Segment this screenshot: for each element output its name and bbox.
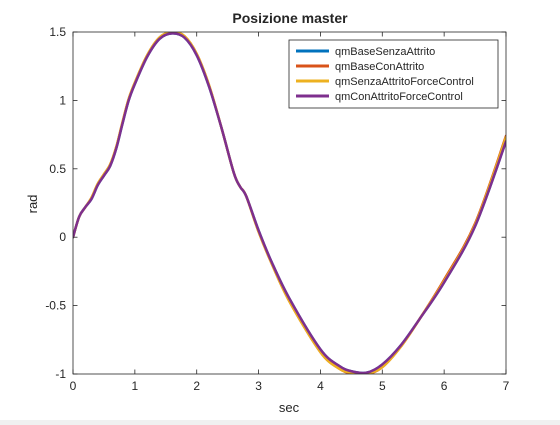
legend[interactable]: qmBaseSenzaAttrito qmBaseConAttrito qmSenz…	[288, 39, 499, 109]
chart-title: Posizione master	[232, 10, 348, 26]
legend-entry-qmConAttritoForceControl[interactable]: qmConAttritoForceControl	[296, 91, 463, 103]
legend-entry-qmBaseConAttrito[interactable]: qmBaseConAttrito	[296, 61, 424, 73]
x-tick-label: 0	[70, 379, 77, 393]
y-tick-label: 0	[59, 230, 66, 244]
x-tick-label: 4	[317, 379, 324, 393]
legend-label: qmBaseSenzaAttrito	[335, 46, 435, 58]
legend-entry-qmBaseSenzaAttrito[interactable]: qmBaseSenzaAttrito	[296, 46, 435, 58]
legend-label: qmBaseConAttrito	[335, 61, 424, 73]
x-tick-label: 1	[132, 379, 139, 393]
x-axis-label: sec	[279, 400, 300, 415]
axes: 0 1 2 3 4 5 6 7 -1 -0.5 0 0.5 1 1.5	[45, 25, 509, 393]
series-lines	[73, 32, 506, 374]
y-tick-label: -0.5	[45, 299, 66, 313]
axes-box	[72, 31, 507, 375]
x-tick-label: 5	[379, 379, 386, 393]
x-tick-label: 6	[441, 379, 448, 393]
x-tick-label: 3	[255, 379, 262, 393]
y-tick-label: 1.5	[49, 25, 66, 39]
y-tick-label: 1	[59, 93, 66, 107]
x-tick-label: 7	[503, 379, 510, 393]
legend-entry-qmSenzaAttritoForceControl[interactable]: qmSenzaAttritoForceControl	[296, 76, 474, 88]
y-axis-label: rad	[25, 195, 40, 214]
series-line-qmConAttritoForceControl	[73, 32, 506, 374]
y-tick-label: 0.5	[49, 162, 66, 176]
x-tick-label: 2	[193, 379, 200, 393]
legend-label: qmSenzaAttritoForceControl	[335, 76, 474, 88]
legend-label: qmConAttritoForceControl	[335, 91, 463, 103]
y-tick-label: -1	[55, 367, 66, 381]
